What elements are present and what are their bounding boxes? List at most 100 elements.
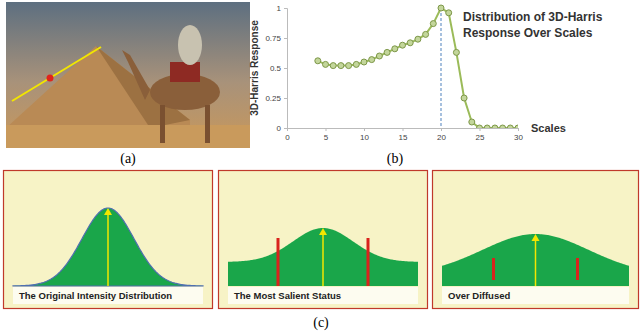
y-tick-label: 0 [277, 124, 282, 133]
x-tick-label: 5 [324, 133, 329, 142]
y-tick-mark [284, 8, 287, 9]
chart-title: Distribution of 3D-HarrisResponse Over S… [463, 10, 603, 40]
saddle [170, 62, 200, 82]
intensity-shape [442, 234, 629, 286]
intensity-shape [13, 208, 203, 286]
diagram-frame [433, 171, 639, 309]
x-tick-label: 10 [360, 133, 369, 142]
data-point [477, 125, 483, 128]
photo [6, 2, 250, 148]
data-point [361, 59, 367, 65]
data-point [400, 42, 406, 48]
diagram-frame [4, 171, 213, 309]
scale-line [12, 47, 101, 101]
data-point [515, 125, 518, 128]
panel-label: (c) [313, 315, 329, 331]
data-point [423, 31, 429, 37]
boundary-bar [576, 258, 579, 280]
x-tick-mark [403, 128, 404, 131]
x-tick: 25 [476, 128, 485, 142]
peak-marker [441, 8, 442, 128]
scale-point [47, 75, 54, 82]
caption-box [13, 287, 203, 304]
data-point [369, 57, 375, 63]
y-tick: 0.75 [265, 34, 287, 43]
y-tick-label: 1 [277, 4, 282, 13]
y-tick-mark [284, 98, 287, 99]
data-point [353, 61, 359, 67]
diagram: The Original Intensity Distribution [4, 171, 213, 309]
y-axis-line [284, 9, 288, 129]
panel-label: (b) [387, 151, 404, 167]
data-point [407, 40, 413, 46]
caption-box [228, 287, 418, 304]
x-tick: 10 [360, 128, 369, 142]
x-tick-mark [364, 128, 365, 131]
center-arrowhead [104, 208, 112, 215]
photo-background [6, 2, 250, 148]
center-arrow [322, 234, 324, 286]
y-tick: 0.25 [265, 94, 287, 103]
boundary-bar [367, 238, 370, 286]
boundary-bar [277, 238, 280, 286]
diagram-frame [219, 171, 428, 309]
x-tick-label: 0 [285, 133, 290, 142]
camel-neck [122, 50, 150, 100]
x-tick: 20 [437, 128, 446, 142]
data-point [507, 125, 513, 128]
data-point [461, 95, 467, 101]
x-axis-line [288, 129, 519, 132]
x-tick: 0 [285, 128, 290, 142]
x-tick-mark [480, 128, 481, 131]
y-tick-mark [284, 128, 287, 129]
y-tick-label: 0.75 [265, 34, 281, 43]
y-tick-mark [284, 68, 287, 69]
diagram: The Most Salient Status [219, 171, 428, 309]
data-point [384, 49, 390, 55]
data-point [392, 46, 398, 52]
y-tick-label: 0.5 [270, 64, 282, 73]
y-axis-title: 3D-Harris Response [249, 20, 260, 116]
x-tick-label: 15 [399, 133, 408, 142]
data-point [500, 125, 506, 128]
data-point [430, 21, 436, 27]
data-point [453, 49, 459, 55]
diagram: Over Diffused [433, 171, 639, 309]
y-tick: 0 [277, 124, 287, 133]
camel-leg [160, 105, 165, 143]
center-arrowhead [319, 228, 327, 235]
boundary-bar [492, 258, 495, 280]
panel-label: (a) [120, 151, 136, 167]
center-arrow [107, 214, 109, 286]
diagram-caption: The Original Intensity Distribution [19, 290, 172, 301]
y-tick-label: 0.25 [265, 94, 281, 103]
rider [178, 25, 202, 65]
intensity-shape [228, 228, 418, 286]
x-tick: 15 [399, 128, 408, 142]
center-arrow [535, 240, 537, 286]
y-axis: 0 0.25 0.5 0.75 1 [265, 4, 287, 133]
x-axis-title: Scales [531, 122, 566, 134]
x-tick: 5 [324, 128, 329, 142]
x-tick-label: 25 [476, 133, 485, 142]
x-axis: 0 5 10 15 20 25 30 [285, 128, 523, 142]
diagram-caption: Over Diffused [448, 290, 510, 301]
data-point [376, 53, 382, 59]
y-tick: 1 [277, 4, 287, 13]
x-tick-label: 30 [514, 133, 523, 142]
data-point [315, 58, 321, 64]
x-tick-mark [518, 128, 519, 131]
diagram-caption: The Most Salient Status [234, 290, 341, 301]
data-point [446, 10, 452, 16]
figure: 0 5 10 15 20 25 30 0 0.25 0.5 0.75 1 Distribution of… [0, 0, 642, 334]
data-point [338, 63, 344, 69]
data-point [415, 36, 421, 42]
data-point [469, 119, 475, 125]
x-tick-mark [326, 128, 327, 131]
x-tick-mark [441, 128, 442, 131]
chart: 0 5 10 15 20 25 30 0 0.25 0.5 0.75 1 Distribution of… [249, 4, 603, 142]
center-arrowhead [532, 234, 540, 241]
data-point [346, 63, 352, 69]
y-tick-mark [284, 38, 287, 39]
data-point [484, 125, 490, 128]
